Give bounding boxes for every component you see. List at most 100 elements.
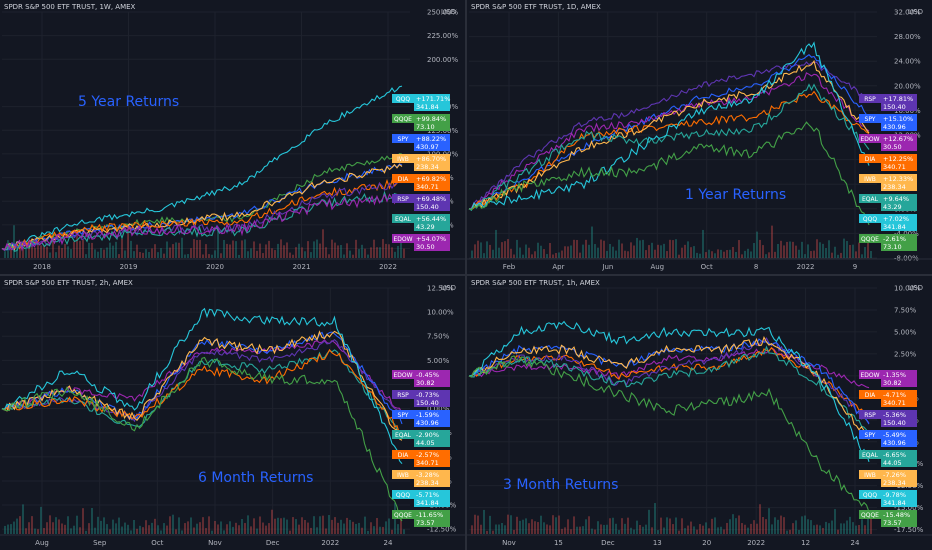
- chart-svg-5y: USD250.00%225.00%200.00%150.00%125.00%10…: [0, 8, 465, 271]
- volume-bar: [211, 254, 213, 258]
- x-tick-label: 13: [653, 539, 662, 547]
- volume-bar: [675, 517, 677, 534]
- chart-svg-1y: USD32.00%28.00%24.00%20.00%16.00%12.00%8…: [467, 8, 932, 271]
- volume-bar: [139, 252, 141, 258]
- volume-bar: [837, 254, 839, 258]
- volume-bar: [163, 253, 165, 258]
- volume-bar: [49, 252, 51, 258]
- volume-bar: [492, 249, 494, 258]
- volume-bar: [594, 529, 596, 534]
- volume-bar: [729, 249, 731, 258]
- volume-bar: [813, 250, 815, 258]
- volume-bar: [322, 515, 324, 534]
- tag-price: 73.10: [883, 243, 902, 251]
- panel-divider-horizontal[interactable]: [0, 274, 932, 276]
- volume-bar: [588, 244, 590, 258]
- volume-bar: [313, 516, 315, 534]
- x-tick-label: 24: [851, 539, 860, 547]
- volume-bar: [795, 520, 797, 534]
- tag-price: 341.84: [416, 499, 439, 507]
- volume-bar: [187, 521, 189, 534]
- volume-bar: [708, 249, 710, 258]
- volume-bar: [13, 521, 15, 534]
- volume-bar: [585, 519, 587, 534]
- volume-bar: [70, 249, 72, 258]
- tag-symbol: DIA: [398, 452, 409, 459]
- volume-bar: [717, 527, 719, 534]
- volume-bar: [642, 239, 644, 258]
- volume-bar: [241, 240, 243, 258]
- volume-bar: [292, 254, 294, 258]
- tag-price: 238.34: [883, 479, 906, 487]
- volume-bar: [834, 246, 836, 258]
- volume-bar: [858, 525, 860, 534]
- volume-bar: [609, 518, 611, 534]
- volume-bar: [235, 522, 237, 534]
- tag-percent: +69.82%: [416, 175, 446, 183]
- volume-bar: [510, 515, 512, 534]
- volume-bar: [79, 240, 81, 258]
- volume-bar: [304, 251, 306, 258]
- volume-bar: [792, 241, 794, 258]
- volume-bars: [471, 503, 872, 534]
- chart-panel-6m[interactable]: USD12.50%10.00%7.50%5.00%2.50%0.00%-2.50…: [0, 276, 465, 550]
- volume-bar: [477, 515, 479, 534]
- tag-percent: -11.65%: [416, 511, 443, 519]
- tag-symbol: IWB: [864, 472, 876, 479]
- volume-bar: [609, 243, 611, 258]
- tag-value-box: [881, 154, 917, 171]
- volume-bar: [654, 249, 656, 258]
- volume-bar: [666, 251, 668, 258]
- tag-value-box: [414, 134, 450, 151]
- tag-price: 340.71: [883, 163, 906, 171]
- tag-symbol: QQQ: [863, 492, 877, 499]
- x-tick-label: 20: [702, 539, 711, 547]
- volume-bar: [100, 247, 102, 258]
- tag-symbol-box: [392, 234, 414, 243]
- tag-percent: +86.70%: [416, 155, 446, 163]
- volume-bar: [501, 522, 503, 534]
- volume-bar: [870, 250, 872, 258]
- volume-bar: [70, 528, 72, 534]
- volume-bar: [211, 530, 213, 534]
- volume-bar: [717, 249, 719, 258]
- volume-bar: [172, 244, 174, 258]
- volume-bar: [474, 244, 476, 258]
- volume-bar: [121, 239, 123, 258]
- tag-symbol-box: [392, 174, 414, 183]
- volume-bar: [145, 249, 147, 258]
- grid: [2, 11, 410, 258]
- chart-panel-1y[interactable]: USD32.00%28.00%24.00%20.00%16.00%12.00%8…: [467, 0, 932, 274]
- volume-bar: [184, 254, 186, 258]
- volume-bar: [669, 518, 671, 534]
- volume-bar: [262, 522, 264, 534]
- chart-panel-5y[interactable]: USD250.00%225.00%200.00%150.00%125.00%10…: [0, 0, 465, 274]
- tag-price: 340.71: [883, 399, 906, 407]
- tag-price: 341.84: [883, 223, 906, 231]
- tag-percent: +9.64%: [883, 195, 909, 203]
- tag-percent: -0.73%: [416, 391, 439, 399]
- series-line-qqq: [468, 320, 870, 462]
- x-tick-label: Sep: [93, 539, 107, 547]
- volume-bar: [765, 519, 767, 534]
- volume-bar: [148, 251, 150, 258]
- tag-value-box: [881, 490, 917, 507]
- volume-bar: [567, 519, 569, 534]
- tag-value-box: [414, 194, 450, 211]
- volume-bar: [310, 527, 312, 534]
- tag-price: 73.57: [416, 519, 435, 527]
- tag-value-box: [881, 450, 917, 467]
- volume-bar: [543, 249, 545, 258]
- volume-bar: [205, 244, 207, 258]
- volume-bar: [88, 523, 90, 534]
- volume-bar: [7, 524, 9, 534]
- volume-bar: [510, 248, 512, 258]
- axis-unit-label: USD: [908, 284, 923, 292]
- volume-bar: [106, 247, 108, 258]
- volume-bar: [699, 524, 701, 534]
- chart-panel-3m[interactable]: USD10.00%7.50%5.00%2.50%0.00%-2.50%-5.00…: [467, 276, 932, 550]
- volume-bar: [319, 516, 321, 534]
- volume-bar: [690, 247, 692, 258]
- volume-bar: [121, 526, 123, 534]
- volume-bar: [367, 254, 369, 258]
